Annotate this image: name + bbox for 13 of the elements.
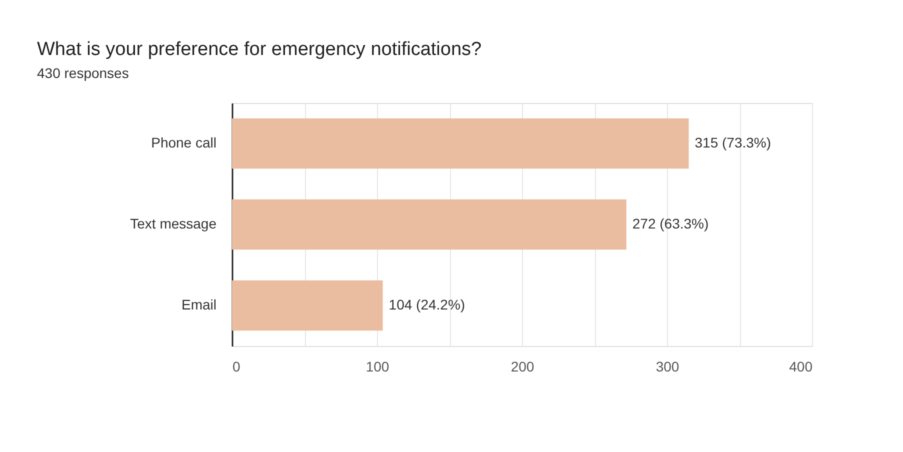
- data-label: 104 (24.2%): [388, 296, 466, 312]
- chart-title: What is your preference for emergency notifications?: [37, 39, 482, 60]
- x-tick-label: 400: [789, 358, 813, 374]
- data-label: 272 (63.3%): [632, 216, 709, 232]
- x-tick-label: 100: [366, 358, 390, 374]
- y-tick-label: Text message: [130, 216, 217, 232]
- data-label: 315 (73.3%): [694, 134, 772, 150]
- text: 430 responses: [37, 65, 129, 81]
- y-tick-label: Phone call: [151, 134, 216, 150]
- y-tick-label: Email: [181, 296, 216, 312]
- x-tick-label: 200: [510, 358, 534, 374]
- x-tick-label: 300: [656, 358, 680, 374]
- x-tick-label: 0: [232, 358, 240, 374]
